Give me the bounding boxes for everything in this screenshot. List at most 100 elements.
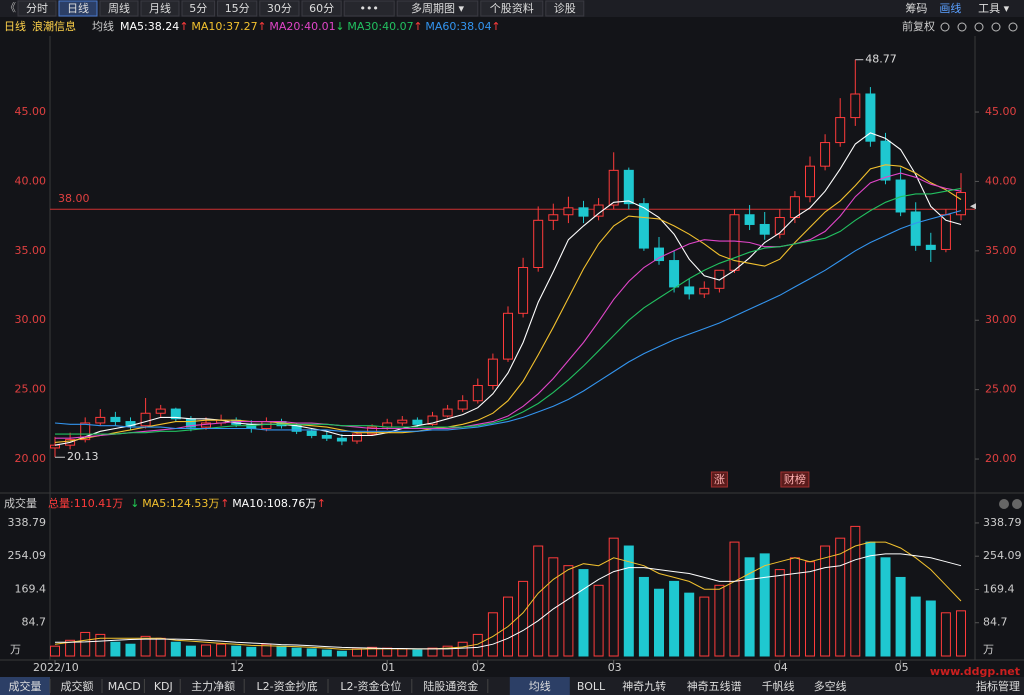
tab-active[interactable] (0, 677, 50, 695)
candle-body (865, 93, 876, 142)
tool-icon[interactable] (991, 22, 1001, 32)
volume-bar (50, 645, 60, 657)
overlay-tab[interactable]: 神奇五线谱 (687, 679, 742, 693)
volume-bar (306, 648, 317, 657)
candle-body (321, 434, 332, 439)
tab-bg[interactable] (58, 0, 98, 17)
indicator-tab[interactable]: 陆股通资金 (423, 679, 478, 693)
candle-body (608, 169, 619, 206)
volume-bar (940, 612, 951, 657)
tab-bg[interactable] (545, 0, 585, 17)
candle-body (533, 219, 544, 268)
volume-bar (835, 537, 846, 657)
tool-icon[interactable] (957, 22, 967, 32)
y-tick-label: 35.00 (15, 244, 47, 257)
tab-bg[interactable] (17, 0, 57, 17)
tab[interactable]: 周线 (108, 1, 130, 15)
candle-body (336, 437, 347, 442)
indicator-tab[interactable]: KDJ (154, 680, 173, 693)
indicator-tab[interactable]: MACD (108, 680, 141, 693)
x-tick-label: 12 (230, 661, 244, 674)
tab[interactable]: 60分 (309, 2, 334, 15)
overlay-tab[interactable]: 千帆线 (762, 679, 795, 693)
tab[interactable]: 30分 (267, 2, 292, 15)
tool-icon[interactable] (1008, 22, 1018, 32)
tab-bg[interactable] (343, 0, 395, 17)
ma-legend: MA30:40.07 (347, 20, 413, 33)
indicator-tab[interactable]: 成交量 (9, 679, 42, 693)
candle-body (669, 260, 680, 288)
indicator-manage[interactable]: 指标管理 (976, 679, 1020, 693)
overlay-tab[interactable]: 神奇九转 (622, 679, 666, 693)
watermark: www.ddgp.net (930, 665, 1020, 678)
ma-arrow: ↑ (179, 20, 188, 33)
overlay-tab[interactable]: 多空线 (814, 679, 847, 693)
event-marker[interactable] (710, 471, 728, 488)
tab[interactable]: 多周期图 ▾ (411, 1, 464, 15)
volume-bar (744, 557, 755, 657)
candle-body (699, 287, 710, 295)
volume-bar (548, 557, 559, 657)
ma-line (55, 172, 962, 439)
tab[interactable]: 个股资料 (490, 1, 534, 15)
y-tick-label-right: 30.00 (985, 313, 1017, 326)
tab[interactable]: 5分 (189, 2, 207, 15)
indicator-tab[interactable]: 成交额 (61, 679, 94, 693)
tab[interactable]: 月线 (149, 1, 171, 15)
tool-icon[interactable] (974, 22, 984, 32)
indicator-tab[interactable]: 主力净额 (191, 679, 235, 693)
ma-arrow: ↓ (335, 20, 344, 33)
toolbar-right[interactable]: 工具 ▾ (978, 2, 1009, 15)
volume-bar (80, 631, 91, 657)
setting-icon[interactable] (1012, 499, 1022, 509)
candle-body (170, 408, 181, 420)
tab-bg[interactable] (181, 0, 216, 17)
period: 日线 (4, 19, 26, 33)
ma-legend: MA10:37.27 (191, 20, 257, 33)
candle-body (956, 192, 966, 216)
volume-bar (729, 541, 740, 657)
volume-bar (367, 646, 378, 657)
event-text[interactable]: 涨 (714, 473, 725, 486)
y-tick-label-right: 35.00 (985, 244, 1017, 257)
indicator-tab[interactable]: L2-资金抄底 (257, 679, 318, 693)
volume-bar (216, 643, 227, 657)
tab[interactable]: ••• (359, 2, 378, 15)
event-text[interactable]: 财榜 (784, 472, 806, 486)
tab-bg[interactable] (480, 0, 544, 17)
tool-icon[interactable] (940, 22, 950, 32)
tab-bg[interactable] (217, 0, 258, 17)
back-icon[interactable]: 《 (5, 1, 16, 14)
y-tick-label-right: 40.00 (985, 174, 1017, 187)
tab-bg[interactable] (396, 0, 479, 17)
volume-bar (518, 580, 529, 657)
x-tick-label: 04 (774, 661, 788, 674)
volume-bar (925, 600, 936, 657)
event-marker[interactable] (780, 471, 810, 488)
tab[interactable]: 诊股 (554, 1, 576, 15)
x-tick-label: 03 (608, 661, 622, 674)
overlay-tab[interactable]: 均线 (529, 679, 551, 693)
tab-bg[interactable] (140, 0, 180, 17)
close-icon[interactable] (999, 499, 1009, 509)
tab[interactable]: 日线 (67, 1, 89, 15)
volume-bar (442, 645, 453, 657)
tab-active[interactable] (509, 677, 570, 695)
candle-body (503, 312, 513, 360)
tab-bg[interactable] (301, 0, 342, 17)
tab-bg[interactable] (99, 0, 139, 17)
vol-title: 成交量 (4, 496, 37, 510)
volume-bar (593, 584, 604, 657)
overlay-tab[interactable]: BOLL (577, 680, 606, 693)
adjust[interactable]: 前复权 (902, 19, 935, 33)
tab[interactable]: 分时 (26, 2, 48, 15)
ref-label: 38.00 (58, 192, 90, 205)
indicator-tab[interactable]: L2-资金仓位 (340, 679, 401, 693)
vol-tick-label-right: 169.4 (983, 582, 1015, 595)
tab[interactable]: 15分 (225, 2, 250, 15)
tab-bg[interactable] (259, 0, 300, 17)
volume-bar (457, 641, 468, 657)
x-tick-label: 02 (472, 661, 486, 674)
toolbar-right[interactable]: 画线 (939, 1, 961, 15)
toolbar-right[interactable]: 筹码 (905, 1, 927, 15)
